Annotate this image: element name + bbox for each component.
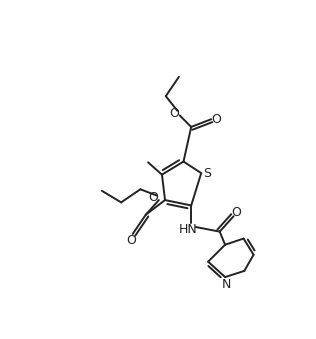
Text: O: O — [126, 234, 136, 246]
Text: O: O — [149, 191, 158, 204]
Text: N: N — [222, 278, 231, 291]
Text: O: O — [212, 113, 222, 126]
Text: HN: HN — [179, 223, 198, 236]
Text: S: S — [204, 167, 211, 180]
Text: O: O — [169, 107, 179, 120]
Text: O: O — [232, 206, 241, 219]
